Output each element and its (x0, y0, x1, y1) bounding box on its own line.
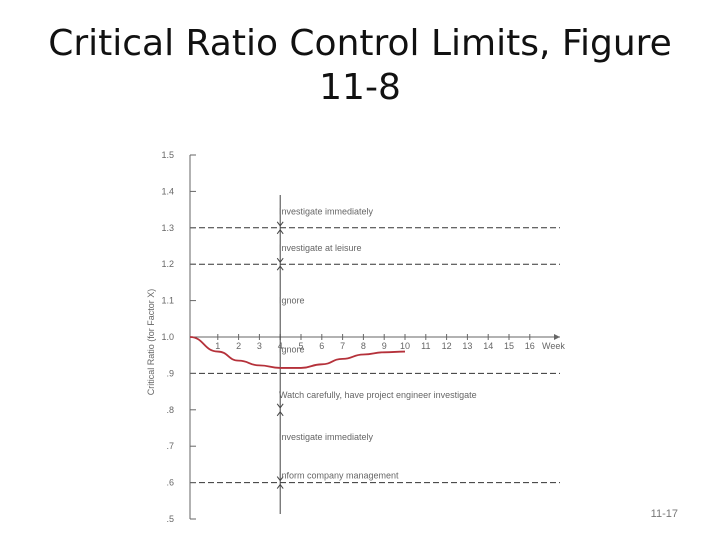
x-axis-arrow (554, 334, 560, 340)
zone-label: Investigate at leisure (279, 243, 362, 253)
x-tick-label: 10 (400, 341, 410, 351)
x-tick-label: 2 (236, 341, 241, 351)
y-tick-label: 1.4 (161, 186, 174, 196)
y-tick-label: .5 (166, 514, 174, 524)
x-tick-label: 13 (462, 341, 472, 351)
zone-label: Investigate immediately (279, 432, 374, 442)
y-tick-label: 1.5 (161, 150, 174, 160)
y-tick-label: 1.2 (161, 259, 174, 269)
chart-labels: 1.51.41.31.21.11.0.9.8.7.6.51 2 3 4 5 6 7 8 9 10 1… (146, 150, 565, 524)
zone-label: Watch carefully, have project engineer i… (279, 390, 477, 400)
x-tick-label: 3 (257, 341, 262, 351)
zone-label: Investigate immediately (279, 206, 374, 216)
x-tick-label: 1 (215, 341, 220, 351)
y-tick-label: .6 (166, 478, 174, 488)
x-tick-label: 12 (442, 341, 452, 351)
x-tick-label: 4 (278, 341, 283, 351)
series-line-0 (189, 336, 406, 369)
zone-label: Ignore (279, 296, 305, 306)
x-tick-label: 15 (504, 341, 514, 351)
y-tick-label: .9 (166, 368, 174, 378)
x-tick-label: 6 (319, 341, 324, 351)
zone-label: Inform company management (279, 470, 399, 480)
x-tick-label: 5 (298, 341, 303, 351)
zone-label: Ignore (279, 345, 305, 355)
x-tick-label: 7 (340, 341, 345, 351)
y-tick-label: .8 (166, 405, 174, 415)
slide-number: 11-17 (650, 508, 678, 520)
y-tick-label: 1.3 (161, 223, 174, 233)
limit-marker-2 (276, 403, 284, 417)
limit-marker-0 (276, 221, 284, 235)
limit-marker-1 (276, 257, 284, 271)
slide-title: Critical Ratio Control Limits, Figure 11… (48, 23, 672, 108)
x-tick-label: 9 (382, 341, 387, 351)
series-layer (189, 336, 406, 369)
x-tick-label: 14 (483, 341, 493, 351)
y-tick-label: .7 (166, 441, 174, 451)
x-tick-label: 11 (421, 341, 430, 351)
limit-marker-3 (276, 476, 284, 489)
x-tick-label: 8 (361, 341, 366, 351)
control-limit-lines (190, 227, 560, 484)
y-tick-label: 1.1 (161, 296, 174, 306)
y-axis-label: Critical Ratio (for Factor X) (146, 289, 156, 396)
x-axis-label: Week (542, 341, 565, 351)
x-tick-label: 16 (525, 341, 535, 351)
axes (189, 154, 560, 520)
y-tick-label: 1.0 (161, 332, 174, 342)
